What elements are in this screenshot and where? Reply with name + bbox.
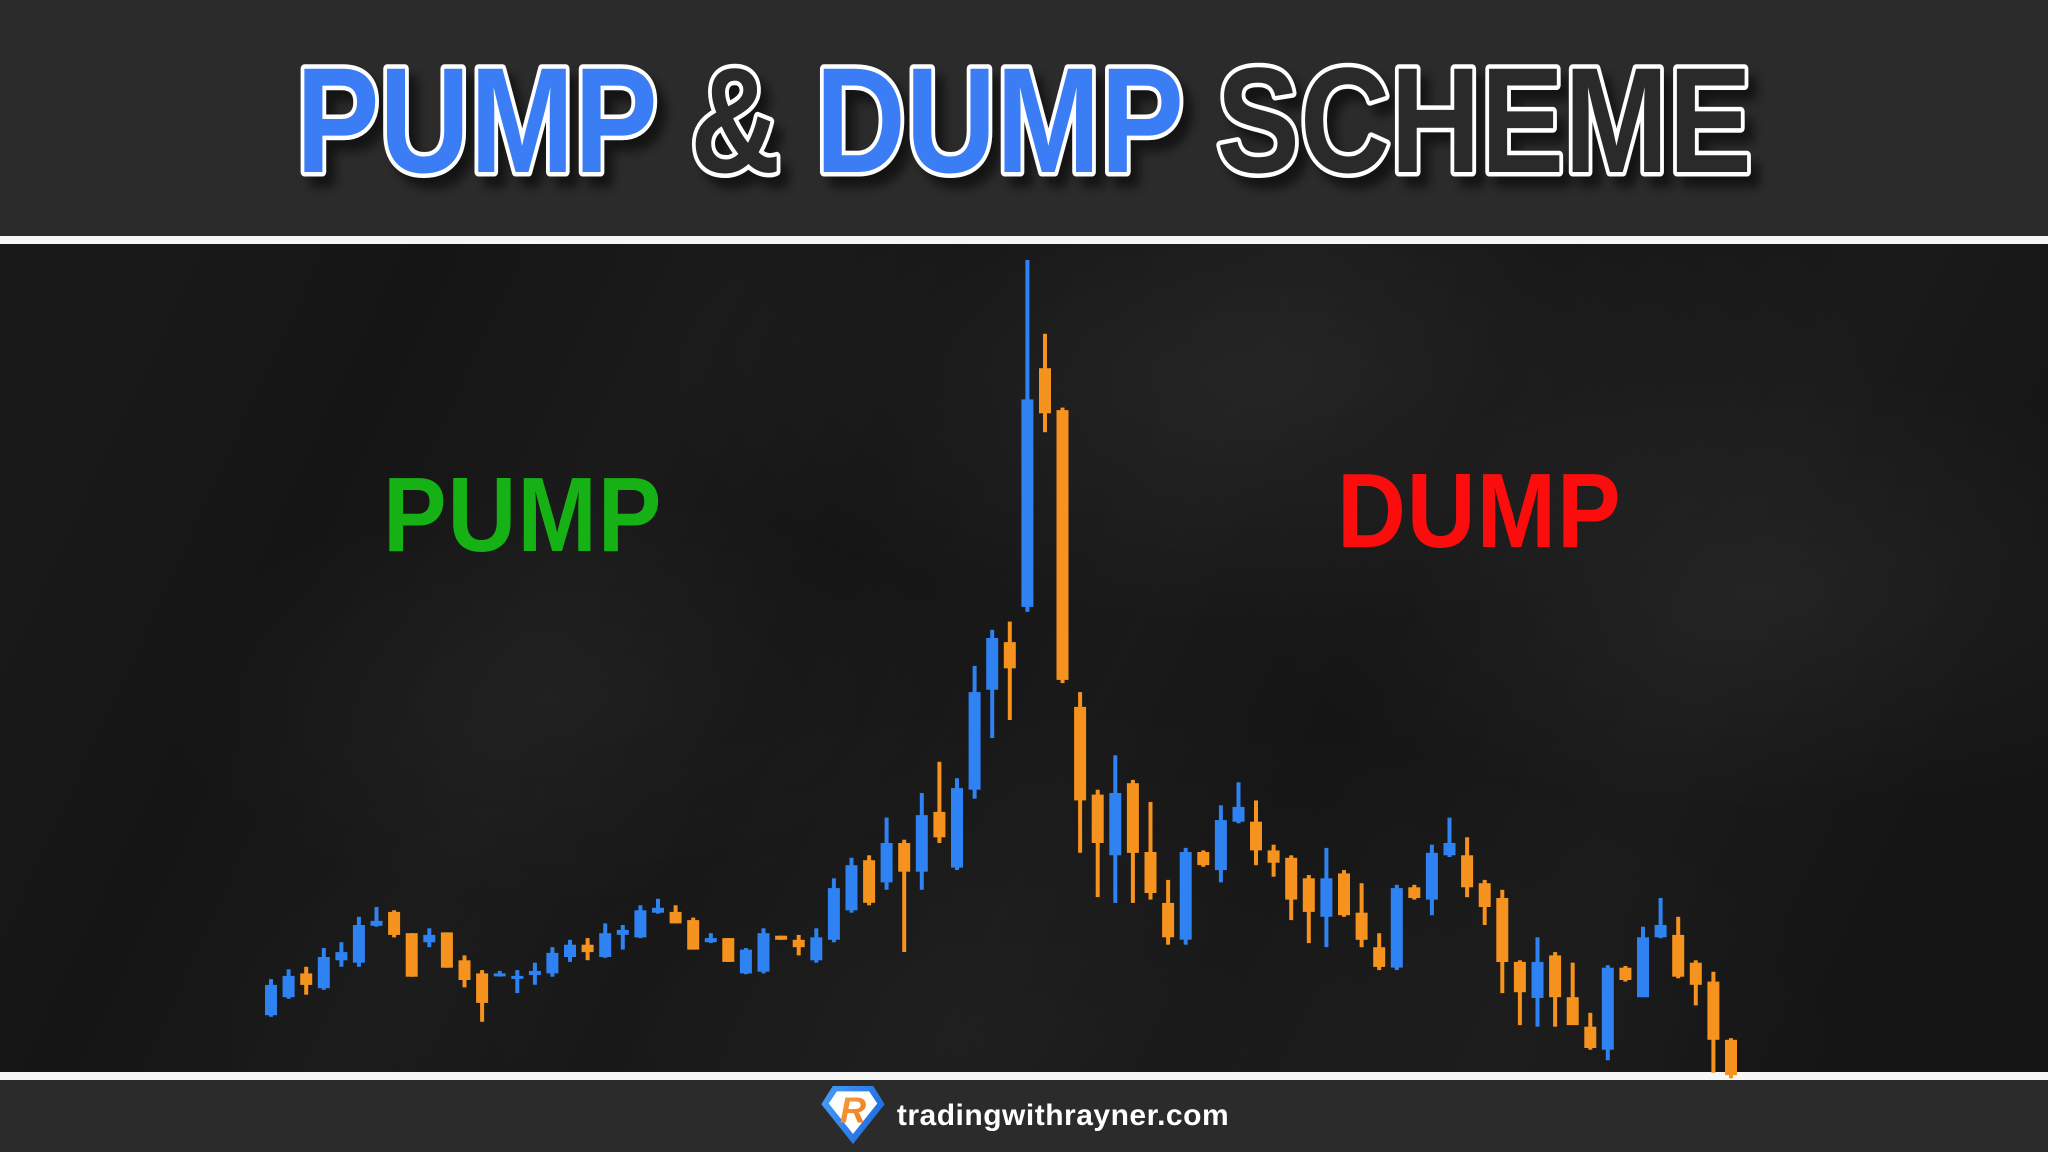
header-band: PUMP & DUMP SCHEME [0,0,2048,236]
title-ampersand: & [690,36,815,204]
title-word-scheme: SCHEME [1216,36,1752,204]
title-word-pump: PUMP [296,36,690,204]
page-title-text: PUMP & DUMP SCHEME [296,36,1752,204]
top-divider-line [0,236,2048,244]
bottom-divider-line [0,1072,2048,1080]
logo-inner-shield [828,1091,878,1134]
logo-letter-r: R [840,1089,867,1130]
page-title: PUMP & DUMP SCHEME [292,32,1757,209]
site-url-text: tradingwithrayner.com [896,1099,1230,1132]
pump-label: PUMP [383,456,663,574]
title-word-dump: DUMP [815,36,1216,204]
footer-bar: R tradingwithrayner.com [0,1080,2048,1152]
tradingwithrayner-diamond-logo-icon: R [821,1086,885,1144]
chalkboard-background [0,244,2048,1072]
dump-label: DUMP [1337,452,1622,570]
